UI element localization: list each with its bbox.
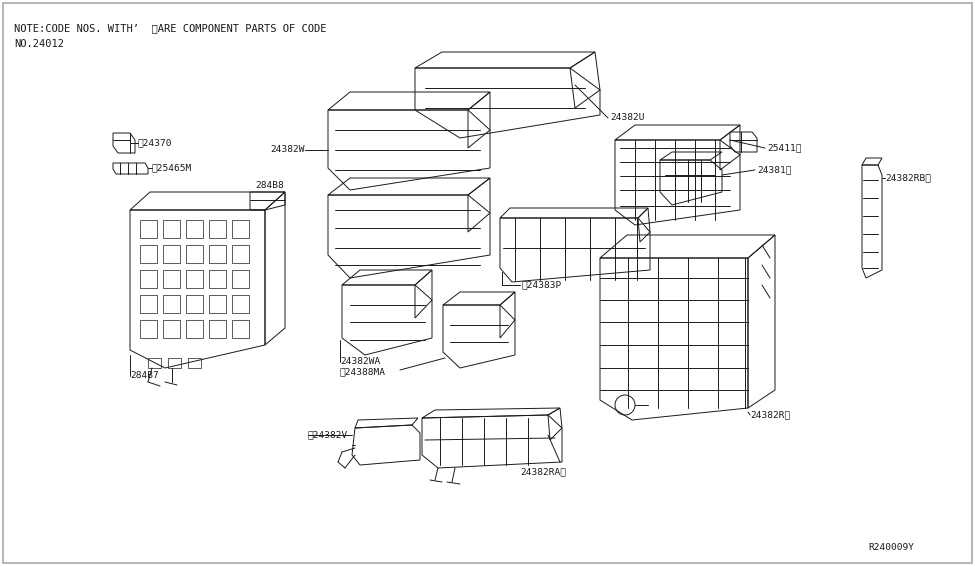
Text: ※25465M: ※25465M bbox=[152, 164, 192, 173]
Text: 24382W: 24382W bbox=[270, 145, 305, 155]
Text: 25411※: 25411※ bbox=[767, 144, 801, 152]
Text: 24382RB※: 24382RB※ bbox=[885, 174, 931, 182]
Text: ※24383P: ※24383P bbox=[522, 281, 563, 289]
Text: NOTE:CODE NOS. WITH’  ※ARE COMPONENT PARTS OF CODE: NOTE:CODE NOS. WITH’ ※ARE COMPONENT PART… bbox=[14, 23, 327, 33]
Text: 284B7: 284B7 bbox=[130, 371, 159, 380]
Text: R240009Y: R240009Y bbox=[868, 543, 914, 552]
Text: ※24388MA: ※24388MA bbox=[340, 367, 386, 376]
Text: 24382R※: 24382R※ bbox=[750, 410, 791, 419]
Text: ※24382V: ※24382V bbox=[308, 431, 348, 440]
Text: 24381※: 24381※ bbox=[757, 165, 792, 174]
Text: ※24370: ※24370 bbox=[138, 139, 173, 148]
Text: 24382RA※: 24382RA※ bbox=[520, 468, 566, 477]
Text: 24382U: 24382U bbox=[610, 114, 644, 122]
Text: NO.24012: NO.24012 bbox=[14, 39, 64, 49]
Text: 24382WA: 24382WA bbox=[340, 358, 380, 367]
Text: 284B8: 284B8 bbox=[255, 181, 284, 190]
